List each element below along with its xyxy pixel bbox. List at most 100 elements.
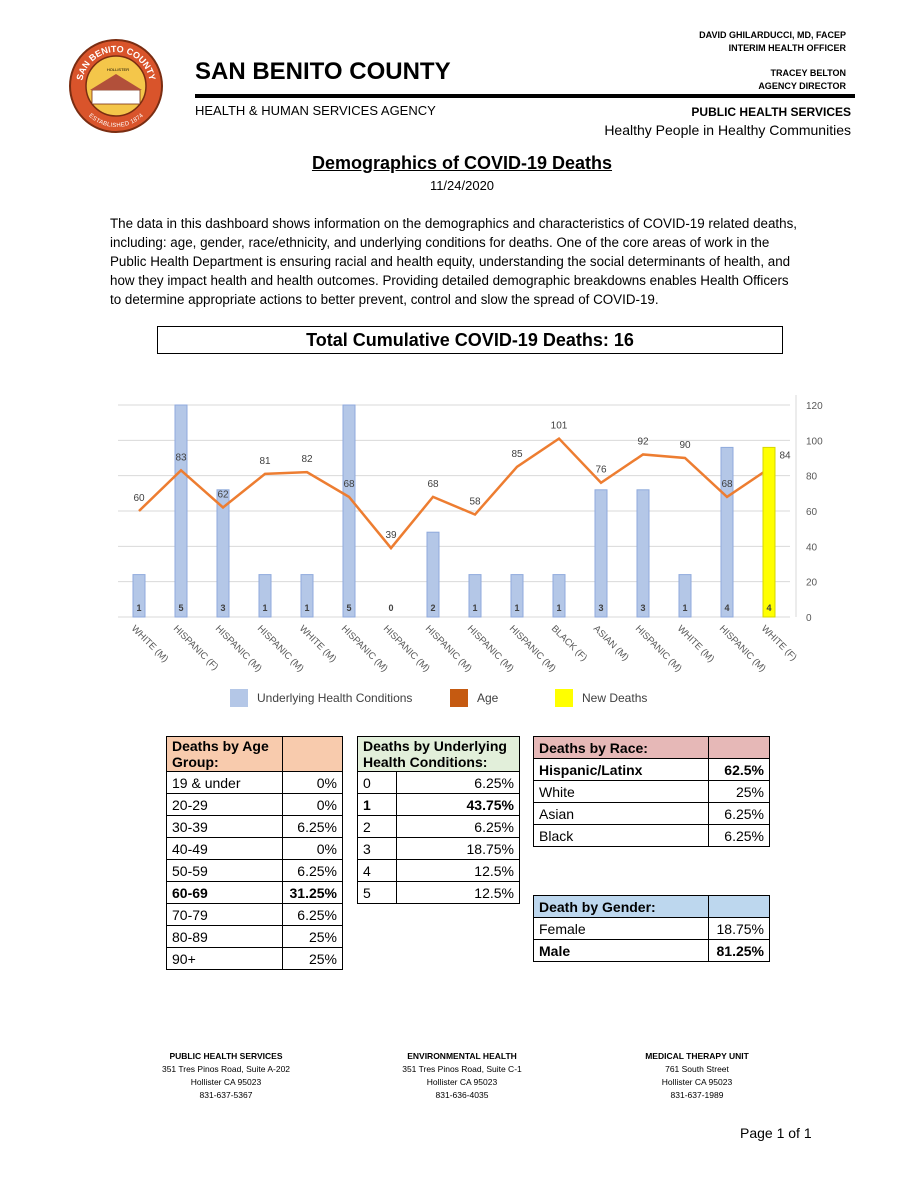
table: Deaths by Underlying Health Conditions: 0… bbox=[356, 736, 520, 904]
x-tick-label: WHITE (M) bbox=[129, 623, 170, 664]
cell-value: 62.5% bbox=[708, 758, 770, 781]
line bbox=[138, 436, 770, 551]
line-value-label: 60 bbox=[133, 493, 145, 504]
cell-value: 6.25% bbox=[282, 859, 343, 882]
cell-label: 2 bbox=[356, 815, 398, 838]
line-value-label: 82 bbox=[301, 454, 313, 465]
bar bbox=[678, 574, 692, 618]
line-value-label: 68 bbox=[343, 479, 355, 490]
footer-line: 761 South Street bbox=[665, 1064, 729, 1074]
footer-line: 831-636-4035 bbox=[435, 1090, 489, 1100]
cell-value: 0% bbox=[282, 771, 343, 794]
table-row: Black 6.25% bbox=[533, 824, 770, 847]
x-tick-label: WHITE (M) bbox=[297, 623, 338, 664]
x-tick-label: WHITE (M) bbox=[675, 623, 716, 664]
bar-value-label: 1 bbox=[262, 603, 267, 613]
cell-label: 20-29 bbox=[166, 793, 283, 816]
line-value-label: 81 bbox=[259, 456, 271, 467]
cell-label: Female bbox=[533, 917, 709, 940]
cell-label: 40-49 bbox=[166, 837, 283, 860]
line-value-label: 39 bbox=[385, 530, 397, 541]
table-row: 0 6.25% bbox=[356, 771, 520, 794]
cell-value: 12.5% bbox=[396, 881, 520, 904]
table-row: 5 12.5% bbox=[356, 881, 520, 904]
line-value-label: 90 bbox=[679, 440, 691, 451]
footer-block: ENVIRONMENTAL HEALTH 351 Tres Pinos Road,… bbox=[352, 1050, 572, 1102]
logo: SAN BENITO COUNTY ESTABLISHED 1874 HOLLI… bbox=[69, 39, 163, 133]
bar-value-label: 1 bbox=[514, 603, 519, 613]
legend-swatch bbox=[450, 689, 468, 707]
table-header-cell bbox=[708, 895, 770, 918]
line-value-label: 62 bbox=[217, 489, 229, 500]
cell-value: 43.75% bbox=[396, 793, 520, 816]
footer-heading: MEDICAL THERAPY UNIT bbox=[645, 1051, 749, 1061]
footer-heading: PUBLIC HEALTH SERVICES bbox=[169, 1051, 283, 1061]
footer-line: Hollister CA 95023 bbox=[661, 1077, 733, 1087]
table-title: Death by Gender: bbox=[533, 895, 709, 918]
table-header: Deaths by Race: bbox=[533, 736, 770, 759]
bar bbox=[300, 574, 314, 618]
org-name: SAN BENITO COUNTY bbox=[195, 58, 451, 85]
bar bbox=[636, 489, 650, 618]
division: PUBLIC HEALTH SERVICES bbox=[691, 105, 851, 119]
motto: Healthy People in Healthy Communities bbox=[604, 122, 851, 138]
table: Death by Gender: Female 18.75% Male 81.25% bbox=[533, 895, 770, 962]
y2-tick-label: 80 bbox=[806, 472, 818, 483]
intro: The data in this dashboard shows informa… bbox=[110, 216, 798, 307]
table-row: 19 & under 0% bbox=[166, 771, 343, 794]
legend-swatch bbox=[230, 689, 248, 707]
cell-value: 0% bbox=[282, 837, 343, 860]
line-value-label: 101 bbox=[551, 421, 568, 432]
officer-name: DAVID GHILARDUCCI, MD, FACEP bbox=[699, 30, 846, 40]
cell-label: 70-79 bbox=[166, 903, 283, 926]
bar bbox=[216, 489, 230, 618]
bar-value-label: 2 bbox=[430, 603, 435, 613]
table-row: Hispanic/Latinx 62.5% bbox=[533, 758, 770, 781]
bar-value-label: 1 bbox=[472, 603, 477, 613]
bar bbox=[468, 574, 482, 618]
line-value-label: 68 bbox=[427, 479, 439, 490]
line-value-label: 76 bbox=[595, 465, 607, 476]
logo-town: HOLLISTER bbox=[107, 67, 129, 72]
table-title: Deaths by Age Group: bbox=[166, 736, 283, 772]
bar-value-label: 4 bbox=[724, 603, 729, 613]
legend-swatch bbox=[555, 689, 573, 707]
cell-label: White bbox=[533, 780, 709, 803]
table-row: 70-79 6.25% bbox=[166, 903, 343, 926]
cell-label: 0 bbox=[356, 771, 398, 794]
footer-block: PUBLIC HEALTH SERVICES 351 Tres Pinos Roa… bbox=[116, 1050, 336, 1102]
cell-value: 31.25% bbox=[282, 881, 343, 904]
bar bbox=[258, 574, 272, 618]
cell-label: 3 bbox=[356, 837, 398, 860]
agency-name: HEALTH & HUMAN SERVICES AGENCY bbox=[195, 103, 436, 118]
footer-line: Hollister CA 95023 bbox=[426, 1077, 498, 1087]
table-header: Deaths by Age Group: bbox=[166, 736, 343, 772]
cell-value: 25% bbox=[282, 925, 343, 948]
table-row: Asian 6.25% bbox=[533, 802, 770, 825]
x-tick-label: BLACK (F) bbox=[549, 623, 589, 663]
cell-value: 25% bbox=[708, 780, 770, 803]
bar-value-label: 5 bbox=[346, 603, 351, 613]
cell-value: 6.25% bbox=[396, 771, 520, 794]
line-value-label: 68 bbox=[721, 479, 733, 490]
table-row: 30-39 6.25% bbox=[166, 815, 343, 838]
table-title: Deaths by Underlying Health Conditions: bbox=[357, 736, 520, 772]
table-title: Deaths by Race: bbox=[533, 736, 709, 759]
doc-title: Demographics of COVID-19 Deaths bbox=[311, 153, 613, 173]
y2-tick-label: 60 bbox=[806, 507, 818, 518]
footer-line: Hollister CA 95023 bbox=[190, 1077, 262, 1087]
cell-label: 90+ bbox=[166, 947, 283, 970]
table: Deaths by Race: Hispanic/Latinx 62.5% White… bbox=[533, 736, 770, 847]
bar-value-label: 3 bbox=[598, 603, 603, 613]
table-row: Female 18.75% bbox=[533, 917, 770, 940]
bar-value-label: 5 bbox=[178, 603, 183, 613]
doc-date: 11/24/2020 bbox=[429, 178, 495, 193]
cell-value: 6.25% bbox=[282, 815, 343, 838]
officer-title: INTERIM HEALTH OFFICER bbox=[728, 43, 846, 53]
bar-value-label: 3 bbox=[640, 603, 645, 613]
bar-value-label: 0 bbox=[388, 603, 393, 613]
footer-line: 351 Tres Pinos Road, Suite A-202 bbox=[161, 1064, 291, 1074]
table-row: 3 18.75% bbox=[356, 837, 520, 860]
cell-label: 50-59 bbox=[166, 859, 283, 882]
